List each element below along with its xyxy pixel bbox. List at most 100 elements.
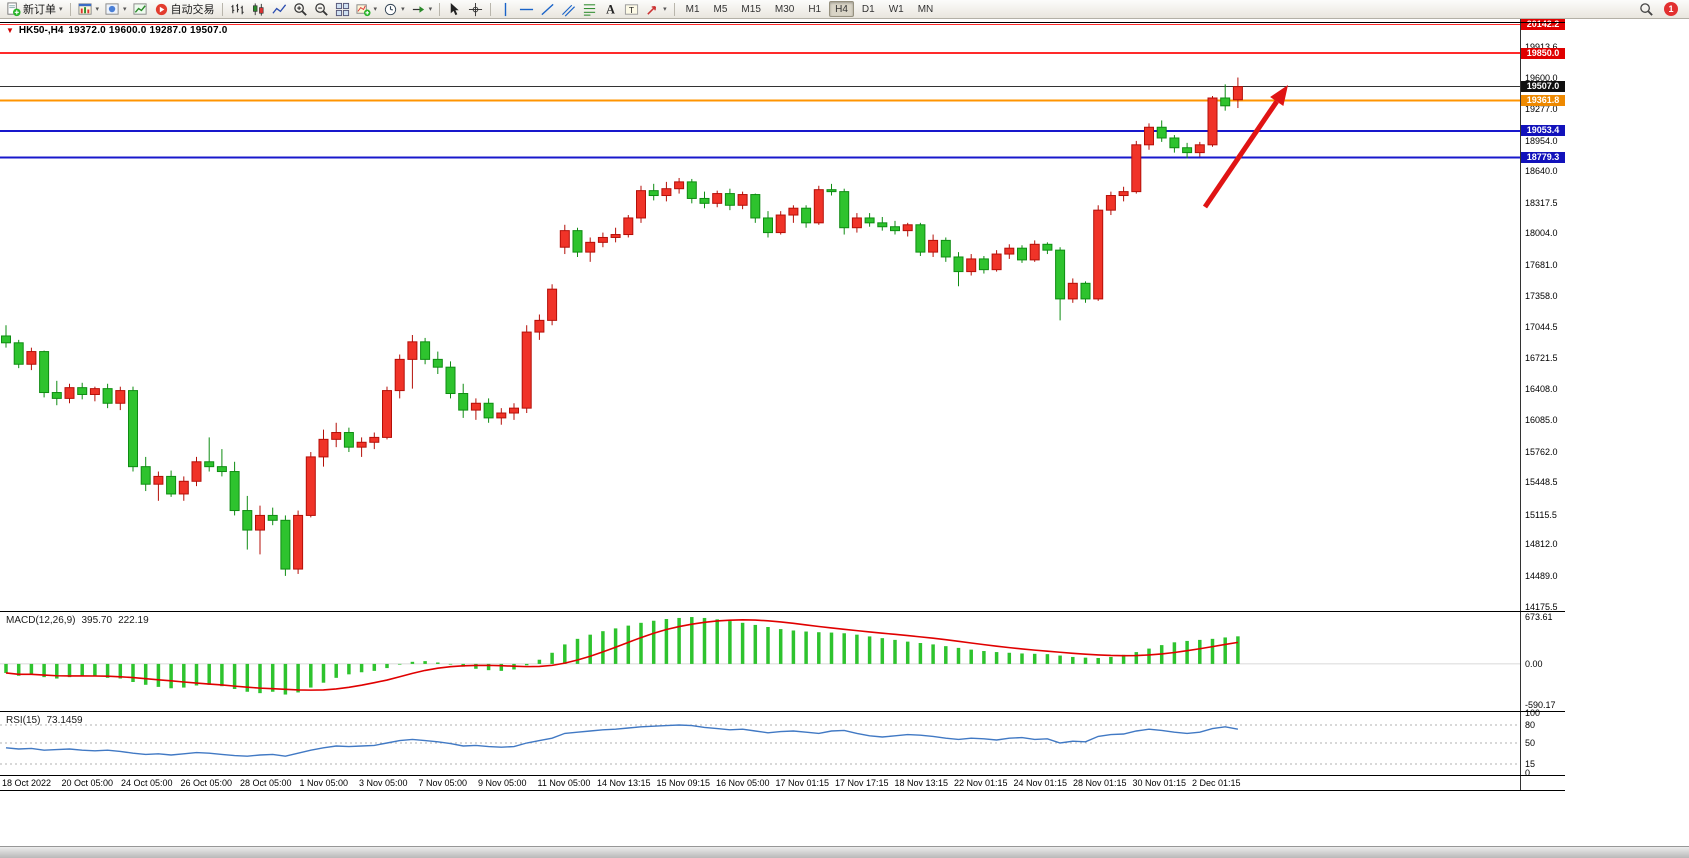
candle-body [331,432,342,440]
trendline-icon [540,2,555,17]
candle-body [229,471,240,512]
chart-shift-button[interactable]: ▾ [408,1,436,18]
zoom-in-icon [293,2,308,17]
timeframe-mn-button[interactable]: MN [917,4,934,15]
crosshair-tool-button[interactable] [465,1,486,18]
new-order-icon [6,1,21,17]
candle-body [1017,247,1027,261]
timeframe-h4-button[interactable]: H4 [829,1,854,17]
market-watch-button[interactable] [130,1,151,18]
autotrade-button-label: 自动交易 [170,4,215,16]
candle-body [750,194,761,219]
price-tick-label: 18317.5 [1525,197,1558,208]
timeframe-m30-button[interactable]: M30 [774,4,795,15]
chart-ohlc-values: 19372.0 19600.0 19287.0 19507.0 [68,25,228,36]
timeframe-m5-button[interactable]: M5 [713,4,728,15]
candle-body [585,241,596,253]
panel-separator [0,775,1565,776]
price-chart-pane[interactable] [0,19,1520,611]
price-badge-18779.3: 18779.3 [1521,152,1565,164]
rsi-line [5,724,1239,757]
price-axis[interactable]: 19913.6 19600.0 19277.0 18954.0 18640.0 18317… [1520,19,1565,791]
arrows-icon [645,2,660,17]
chart-window[interactable]: ▼ HK50-,H4 19372.0 19600.0 19287.0 19507… [0,19,1565,791]
trend-arrow-annotation[interactable] [1202,85,1288,209]
search-button[interactable] [1636,1,1657,18]
time-tick-label: 14 Nov 13:15 [597,778,651,788]
time-tick-label: 16 Nov 05:00 [716,778,770,788]
periods-button[interactable]: ▾ [380,1,408,18]
candle-body [915,224,926,253]
candle-body [610,234,621,238]
macd-pane[interactable] [0,611,1520,711]
time-tick-label: 24 Nov 01:15 [1013,778,1068,788]
candle-body [1220,97,1231,107]
fibonacci-tool-button[interactable] [579,1,600,18]
hline-icon [519,2,534,17]
candle-body [305,456,316,516]
timeframe-w1-button[interactable]: W1 [888,4,904,15]
candle-body [674,181,685,190]
candle-body [51,392,62,399]
zoom-out-button[interactable] [311,1,332,18]
arrows-tool-button[interactable]: ▾ [642,1,670,18]
panel-separator [0,711,1565,712]
candle-body [191,461,202,482]
timeframe-m1-button[interactable]: M1 [685,4,700,15]
new-order-button-label: 新订单 [23,4,56,16]
channel-icon [561,2,576,17]
rsi-tick-label: 80 [1525,720,1536,730]
candles-chart-icon [251,2,266,17]
candle-body [458,393,469,411]
bars-chart-button[interactable] [227,1,248,18]
channel-tool-button[interactable] [558,1,579,18]
rsi-name: RSI(15) [6,715,41,726]
candle-body [496,412,507,419]
rsi-tick-label: 100 [1525,708,1541,718]
tile-windows-button[interactable] [332,1,353,18]
price-badge-19507.0: 19507.0 [1521,81,1565,93]
autotrade-button[interactable]: 自动交易 [151,1,218,18]
zoom-in-button[interactable] [290,1,311,18]
bars-chart-icon [230,2,245,17]
horizontal-line-tool-button[interactable] [516,1,537,18]
macd-label: MACD(12,26,9) 395.70 222.19 [6,615,149,626]
time-tick-label: 15 Nov 09:15 [656,778,711,788]
dropdown-caret-icon: ▾ [663,6,667,13]
vertical-line-tool-button[interactable] [495,1,516,18]
text-tool-button[interactable]: A [600,1,621,18]
main-toolbar: 新订单 ▾ ▾ ▾ 自动交易 ▾ ▾ ▾ A T ▾ M1 M5 M15 M30 H1 H4 D1 W1 MN 1 [0,0,1689,19]
candle-body [280,519,291,570]
time-axis[interactable]: 18 Oct 2022 20 Oct 05:00 24 Oct 05:00 26 Oc… [0,775,1520,791]
cursor-tool-button[interactable] [444,1,465,18]
candle-body [1067,282,1078,300]
time-tick-label: 9 Nov 05:00 [478,778,527,788]
rsi-pane[interactable] [0,711,1520,775]
indicators-button[interactable]: ▾ [353,1,381,18]
timeframe-h1-button[interactable]: H1 [808,4,822,15]
rsi-tick-label: 0 [1525,768,1531,778]
new-chart-button[interactable]: ▾ [75,1,103,18]
timeframe-m15-button[interactable]: M15 [741,4,761,15]
price-tick-label: 14489.0 [1525,570,1558,581]
candle-body [940,239,951,258]
price-tick-label: 16085.0 [1525,415,1558,426]
candle-body [356,441,367,448]
candlestick-chart-button[interactable] [248,1,269,18]
candle-body [991,253,1002,271]
line-chart-button[interactable] [269,1,290,18]
profiles-button[interactable]: ▾ [102,1,130,18]
text-label-tool-button[interactable]: T [621,1,642,18]
notification-badge[interactable]: 1 [1664,2,1678,16]
indicators-icon [356,2,371,17]
dropdown-caret-icon: ▾ [123,6,127,13]
candle-body [1105,195,1116,211]
timeframe-d1-button[interactable]: D1 [861,4,875,15]
candle-body [242,510,253,531]
candle-body [572,230,583,253]
new-order-button[interactable]: 新订单 ▾ [3,1,66,18]
trendline-tool-button[interactable] [537,1,558,18]
dropdown-caret-icon: ▾ [373,6,378,13]
candle-body [369,436,380,443]
